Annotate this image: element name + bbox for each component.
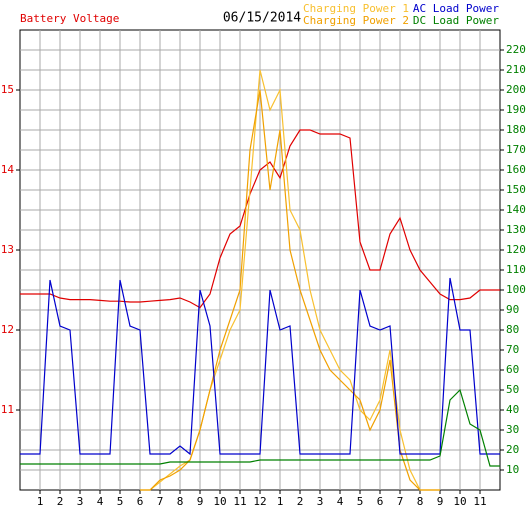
series-line (140, 89, 440, 491)
x-tick-label: 8 (417, 495, 424, 508)
chart-title: 06/15/2014 (223, 11, 301, 26)
series-line (20, 277, 500, 456)
series-line (20, 388, 500, 467)
legend-label: Battery Voltage (20, 12, 119, 25)
y-tick-label: 12 (1, 323, 14, 336)
x-tick-label: 1 (37, 495, 44, 508)
legend-label: Charging Power 1 (303, 2, 409, 15)
y2-tick-label: 40 (506, 403, 519, 416)
y2-tick-label: 170 (506, 143, 526, 156)
y2-tick-label: 100 (506, 283, 526, 296)
x-tick-label: 9 (197, 495, 204, 508)
legend-label: AC Load Power (413, 2, 499, 15)
series-line (20, 129, 500, 309)
y-tick-label: 14 (1, 163, 15, 176)
y2-tick-label: 70 (506, 343, 519, 356)
y2-tick-label: 140 (506, 203, 526, 216)
y-tick-label: 11 (1, 403, 14, 416)
y-tick-label: 13 (1, 243, 14, 256)
y2-tick-label: 200 (506, 83, 526, 96)
x-tick-label: 7 (157, 495, 164, 508)
y2-tick-label: 160 (506, 163, 526, 176)
x-tick-label: 10 (453, 495, 466, 508)
legend-label: DC Load Power (413, 14, 499, 27)
y2-tick-label: 130 (506, 223, 526, 236)
y2-tick-label: 190 (506, 103, 526, 116)
x-tick-label: 7 (397, 495, 404, 508)
y2-tick-label: 80 (506, 323, 519, 336)
y2-tick-label: 220 (506, 43, 526, 56)
x-tick-label: 3 (317, 495, 324, 508)
x-tick-label: 3 (77, 495, 84, 508)
y2-tick-label: 50 (506, 383, 519, 396)
x-tick-label: 6 (377, 495, 384, 508)
y2-tick-label: 20 (506, 443, 519, 456)
y2-tick-label: 110 (506, 263, 526, 276)
y-tick-label: 15 (1, 83, 14, 96)
y2-tick-label: 150 (506, 183, 526, 196)
x-tick-label: 2 (297, 495, 304, 508)
x-tick-label: 1 (277, 495, 284, 508)
x-tick-label: 2 (57, 495, 64, 508)
y2-tick-label: 210 (506, 63, 526, 76)
x-tick-label: 9 (437, 495, 444, 508)
x-tick-label: 5 (357, 495, 364, 508)
x-tick-label: 5 (117, 495, 124, 508)
x-tick-label: 10 (213, 495, 226, 508)
x-tick-label: 8 (177, 495, 184, 508)
y2-tick-label: 120 (506, 243, 526, 256)
legend-label: Charging Power 2 (303, 14, 409, 27)
x-tick-label: 6 (137, 495, 144, 508)
x-tick-label: 12 (253, 495, 266, 508)
y2-tick-label: 180 (506, 123, 526, 136)
x-tick-label: 11 (233, 495, 246, 508)
y2-tick-label: 90 (506, 303, 519, 316)
x-tick-label: 4 (97, 495, 104, 508)
x-tick-label: 11 (473, 495, 486, 508)
x-tick-label: 4 (337, 495, 344, 508)
y2-tick-label: 10 (506, 463, 519, 476)
y2-tick-label: 60 (506, 363, 519, 376)
y2-tick-label: 30 (506, 423, 519, 436)
